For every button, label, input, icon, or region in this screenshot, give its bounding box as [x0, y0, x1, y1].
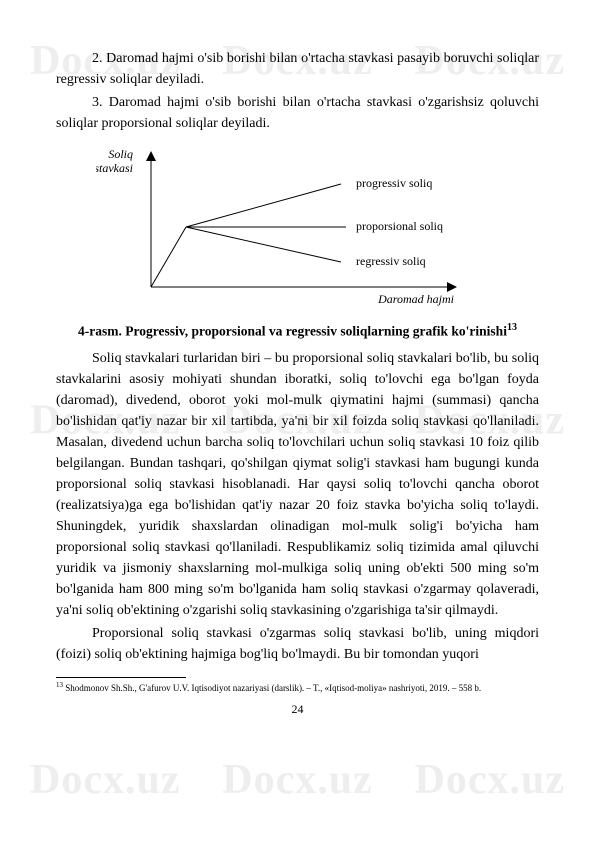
paragraph-3: 3. Daromad hajmi o'sib borishi bilan o'r…: [56, 92, 539, 134]
paragraph-2: 2. Daromad hajmi o'sib borishi bilan o'r…: [56, 48, 539, 90]
footnote-text: Shodmonov Sh.Sh., G'afurov U.V. Iqtisodi…: [65, 683, 481, 693]
tax-chart: Soliqstavkasi Daromad hajmi progressiv sol…: [96, 142, 539, 314]
watermark: Docx.uz: [222, 749, 372, 812]
page-content: 2. Daromad hajmi o'sib borishi bilan o'r…: [56, 48, 539, 718]
svg-text:Daromad hajmi: Daromad hajmi: [377, 292, 454, 306]
footnote-ref: 13: [56, 681, 63, 689]
paragraph-body-2: Proporsional soliq stavkasi o'zgarmas so…: [56, 623, 539, 665]
watermark: Docx.uz: [30, 749, 180, 812]
svg-text:Soliq: Soliq: [108, 147, 133, 161]
paragraph-body-1: Soliq stavkalari turlaridan biri – bu pr…: [56, 348, 539, 621]
svg-text:progressiv soliq: progressiv soliq: [356, 176, 432, 190]
watermark: Docx.uz: [415, 749, 565, 812]
footnote-rule: [56, 677, 186, 678]
svg-text:proporsional soliq: proporsional soliq: [356, 219, 443, 233]
caption-ref: 13: [507, 322, 517, 333]
footnote: 13 Shodmonov Sh.Sh., G'afurov U.V. Iqtis…: [56, 681, 539, 694]
caption-text: 4-rasm. Progressiv, proporsional va regr…: [78, 324, 507, 339]
svg-text:stavkasi: stavkasi: [96, 161, 133, 175]
page-number: 24: [56, 700, 539, 718]
chart-svg: Soliqstavkasi Daromad hajmi progressiv sol…: [96, 142, 476, 307]
figure-caption: 4-rasm. Progressiv, proporsional va regr…: [56, 320, 539, 342]
svg-text:regressiv soliq: regressiv soliq: [356, 254, 426, 268]
